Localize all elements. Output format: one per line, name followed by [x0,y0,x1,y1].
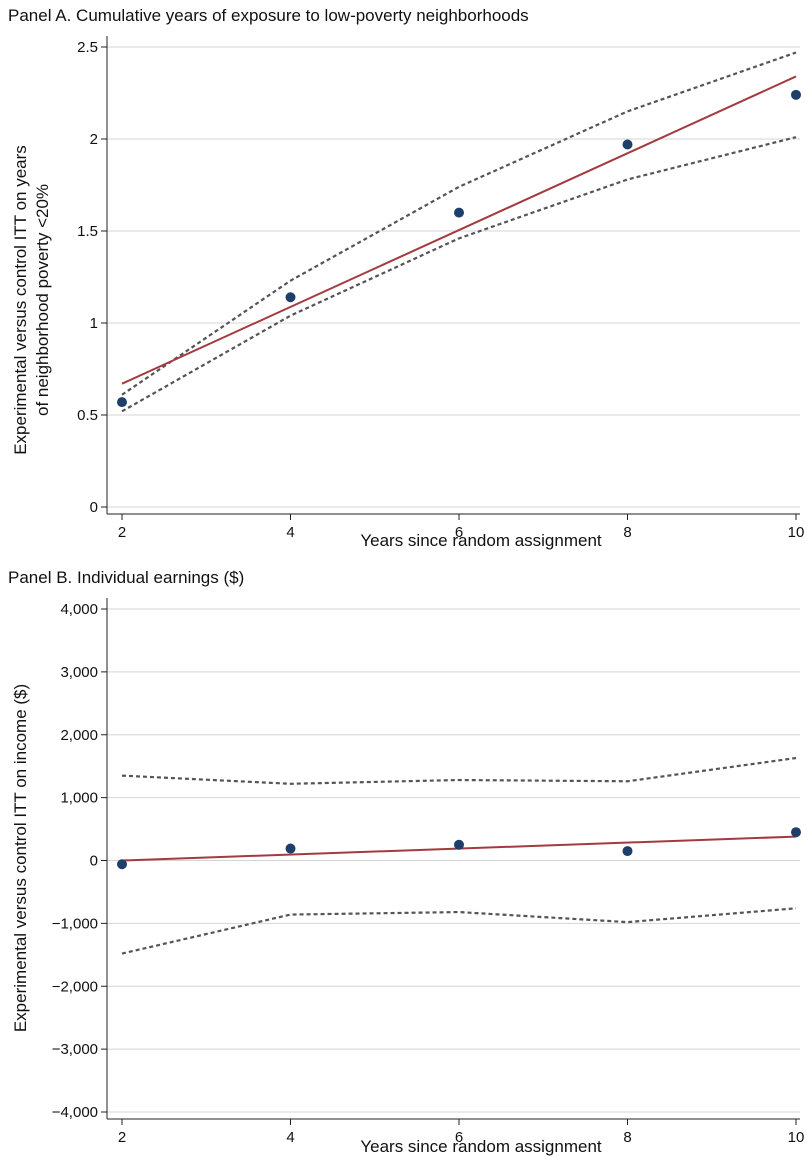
panel-b-y-tick-label: 1,000 [60,790,98,807]
panel-b-y-tick-label: −3,000 [52,1041,98,1058]
panel-b-axes: −4,000 −3,000 −2,000 −1,000 0 1,000 2,000 3,000… [52,598,805,1146]
panel-a-y-tick-label: 1 [90,315,98,332]
panel-a-y-axis-label-line1: Experimental versus control ITT on years [11,145,30,455]
panel-b-ci-lower-line [121,907,797,955]
panel-a-data-point [454,207,464,218]
panel-a-x-tick-label: 10 [788,524,805,541]
panel-a-y-tick-label: 2 [90,131,98,148]
panel-b-y-tick-label: 3,000 [60,664,98,681]
panel-a-y-tick-label: 0.5 [77,407,98,424]
panel-a-data-point [791,89,801,100]
panel-b-x-tick-label: 10 [788,1129,805,1146]
panel-b-title: Panel B. Individual earnings ($) [8,568,244,587]
panel-a-x-tick-label: 4 [286,524,294,541]
panel-a-data-point [117,397,127,408]
panel-a-y-tick-label: 2.5 [77,39,98,56]
panel-a: Panel A. Cumulative years of exposure to… [8,6,804,550]
panel-a-y-axis-label-line2: of neighborhood poverty <20% [33,184,52,416]
panel-b-x-tick-label: 6 [455,1129,463,1146]
panel-b-x-tick-label: 8 [623,1129,631,1146]
panel-b-data-point [454,839,464,850]
panel-b-x-axis-label: Years since random assignment [360,1137,602,1156]
panel-b-y-axis-label: Experimental versus control ITT on incom… [11,684,30,1032]
panel-b: Panel B. Individual earnings ($) −4,000−… [8,568,804,1156]
panel-a-ci-lower-line [121,136,797,413]
panel-b-y-tick-label: −4,000 [52,1104,98,1121]
panel-a-ci-upper-line [121,51,797,396]
panel-a-y-tick-label: 1.5 [77,223,98,240]
panel-b-y-tick-label: 4,000 [60,601,98,618]
panel-a-x-axis-label: Years since random assignment [360,531,602,550]
panel-a-x-tick-label: 8 [623,524,631,541]
panel-b-y-tick-label: 0 [90,853,98,870]
panel-a-axes: 0 0.5 1 1.5 2 2.5 2 4 6 8 10 [77,36,804,541]
panel-a-data-point [622,139,633,150]
panel-a-x-tick-label: 6 [455,524,463,541]
panel-a-y-tick-label: 0 [90,499,98,516]
panel-b-data-point [285,843,296,854]
panel-b-grid [107,608,800,1113]
panel-a-title: Panel A. Cumulative years of exposure to… [8,6,529,25]
panel-b-data-point [117,859,127,870]
panel-b-series [117,756,801,955]
panel-a-grid [107,46,800,508]
panel-b-y-tick-label: −1,000 [52,915,98,932]
panel-a-fit-line [121,75,797,385]
panel-b-x-tick-label: 2 [118,1129,126,1146]
panel-b-y-tick-label: −2,000 [52,978,98,995]
panel-a-series [117,51,801,413]
panel-b-y-tick-label: 2,000 [60,727,98,744]
panel-b-x-tick-label: 4 [286,1129,294,1146]
panel-b-data-point [622,846,633,857]
panel-a-data-point [285,292,296,303]
panel-b-data-point [791,827,801,838]
panel-b-ci-upper-line [121,756,797,785]
panel-a-x-tick-label: 2 [118,524,126,541]
